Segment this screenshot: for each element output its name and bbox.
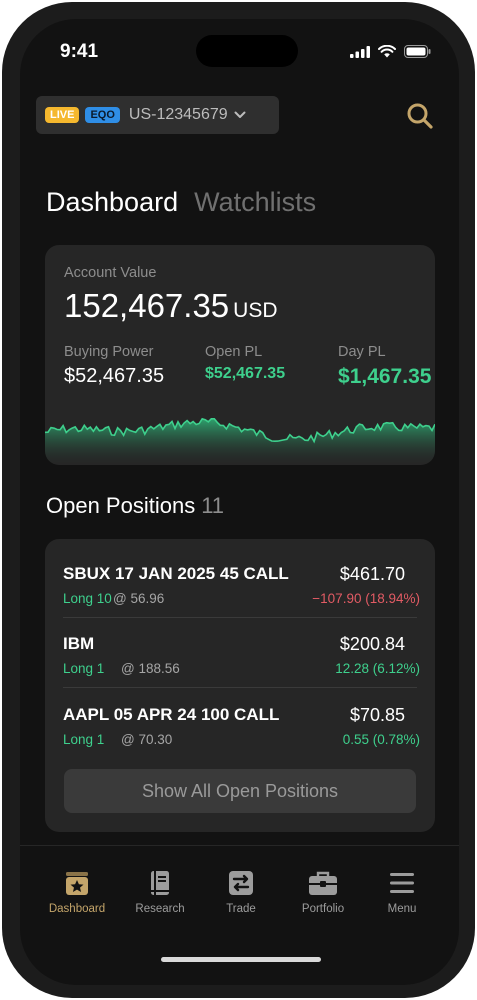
account-sparkline	[45, 417, 435, 465]
open-pl-label: Open PL	[205, 344, 263, 360]
dashboard-icon	[66, 872, 88, 895]
buying-power-amount: 52,467.35	[75, 365, 165, 387]
account-selector[interactable]: LIVE EQO US-12345679	[36, 96, 279, 134]
buying-power-value: $52,467.35	[64, 365, 164, 388]
open-positions-title: Open Positions	[46, 493, 196, 518]
account-currency: USD	[233, 299, 278, 322]
open-pl-prefix: $	[205, 365, 214, 382]
live-badge: LIVE	[45, 107, 80, 123]
position-symbol: AAPL 05 APR 24 100 CALL	[63, 705, 280, 724]
open-pl-value: $52,467.35	[205, 365, 285, 383]
nav-portfolio-label: Portfolio	[301, 903, 345, 915]
position-symbol: SBUX 17 JAN 2025 45 CALL	[63, 564, 289, 583]
account-id: US-12345679	[128, 106, 228, 123]
account-value-card[interactable]: Account Value 152,467.35 USD Buying Power…	[45, 245, 435, 465]
position-price: $70.85	[349, 705, 405, 725]
cellular-signal-icon	[350, 45, 370, 58]
position-symbol: IBM	[63, 634, 95, 653]
row-divider	[63, 617, 417, 618]
nav-trade-label: Trade	[226, 903, 256, 915]
account-type-badge: EQO	[85, 107, 120, 123]
sparkline-line	[45, 417, 435, 444]
tab-watchlists[interactable]: Watchlists	[194, 187, 317, 217]
position-change: 0.55 (0.78%)	[342, 732, 420, 747]
trade-icon	[229, 871, 253, 895]
position-avg-price: @ 188.56	[121, 661, 180, 676]
account-value-amount: 152,467.35	[64, 287, 230, 324]
open-positions-card: SBUX 17 JAN 2025 45 CALL $461.70 Long 10…	[45, 539, 435, 832]
open-pl-amount: 52,467.35	[213, 365, 286, 382]
position-quantity: Long 1	[63, 661, 105, 676]
show-all-positions-button[interactable]: Show All Open Positions	[64, 769, 416, 813]
nav-menu-label: Menu	[387, 903, 417, 915]
day-pl-label: Day PL	[338, 344, 386, 360]
position-avg-price: @ 70.30	[121, 732, 173, 747]
nav-trade[interactable]: Trade	[206, 869, 276, 915]
nav-menu[interactable]: Menu	[367, 869, 437, 915]
day-pl-value: $1,467.35	[338, 365, 431, 389]
chevron-down-icon	[234, 111, 246, 118]
position-price: $200.84	[339, 634, 405, 654]
buying-power-prefix: $	[64, 365, 76, 387]
tab-bar-divider	[20, 845, 459, 846]
battery-icon	[404, 45, 431, 58]
research-book-icon	[151, 871, 169, 895]
day-pl-amount: 1,467.35	[349, 365, 432, 388]
briefcase-icon	[309, 871, 337, 895]
position-quantity: Long 1	[63, 732, 105, 747]
open-positions-count: 11	[201, 493, 225, 518]
position-change: −107.90 (18.94%)	[312, 591, 420, 606]
nav-dashboard-label: Dashboard	[48, 903, 106, 915]
account-value-label: Account Value	[64, 265, 157, 281]
row-divider	[63, 687, 417, 688]
nav-research[interactable]: Research	[125, 869, 195, 915]
open-positions-heading: Open Positions 11	[46, 493, 224, 519]
nav-research-label: Research	[135, 903, 185, 915]
home-indicator	[161, 957, 321, 962]
account-value: 152,467.35 USD	[64, 287, 278, 325]
tab-dashboard[interactable]: Dashboard	[46, 187, 179, 217]
position-avg-price: @ 56.96	[113, 591, 165, 606]
position-quantity: Long 10	[63, 591, 112, 606]
app-screen: 9:41 LIVE EQO US-12345679	[20, 19, 459, 985]
top-tabs: Dashboard Watchlists	[46, 187, 316, 218]
menu-icon	[390, 873, 414, 893]
nav-dashboard[interactable]: Dashboard	[42, 869, 112, 915]
wifi-icon	[378, 45, 396, 58]
position-price: $461.70	[339, 564, 405, 584]
nav-portfolio[interactable]: Portfolio	[288, 869, 358, 915]
position-change: 12.28 (6.12%)	[335, 661, 420, 676]
dynamic-island	[196, 35, 298, 67]
status-time: 9:41	[60, 41, 99, 62]
buying-power-label: Buying Power	[64, 344, 154, 360]
search-icon[interactable]	[406, 102, 434, 130]
day-pl-prefix: $	[338, 365, 350, 388]
status-icons	[350, 45, 431, 58]
